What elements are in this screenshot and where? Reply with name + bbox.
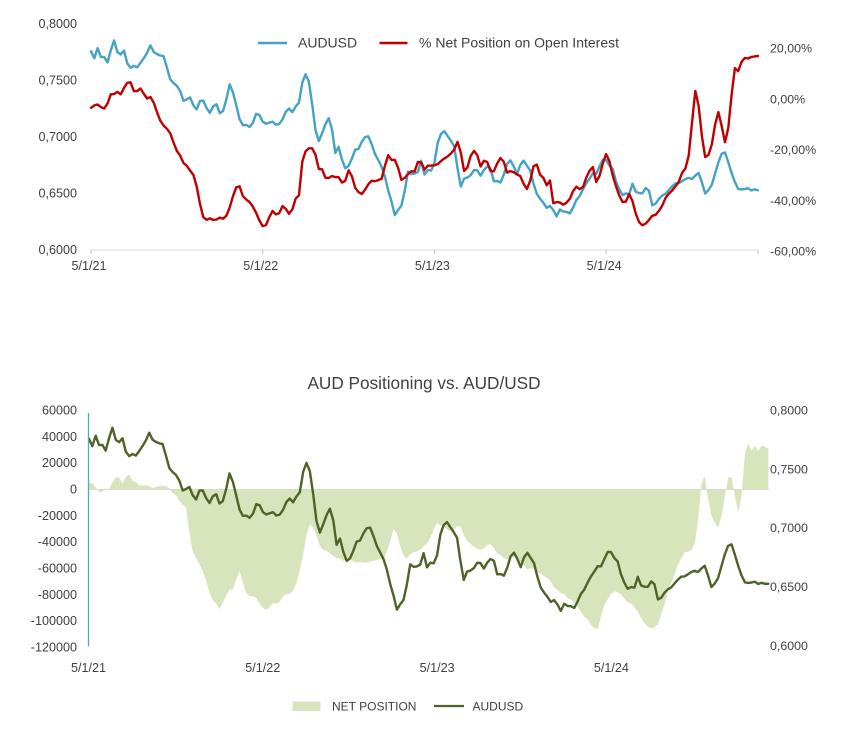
svg-text:60000: 60000 [42,404,77,418]
svg-text:0,6000: 0,6000 [38,243,77,257]
svg-text:0,6500: 0,6500 [38,187,77,201]
svg-text:0,6000: 0,6000 [770,639,808,653]
svg-text:0,7000: 0,7000 [38,130,77,144]
svg-text:0,00%: 0,00% [770,92,805,106]
svg-text:5/1/23: 5/1/23 [420,661,455,675]
svg-text:-100000: -100000 [31,614,77,628]
svg-text:0,6500: 0,6500 [770,580,808,594]
svg-text:-40000: -40000 [38,535,77,549]
svg-text:5/1/24: 5/1/24 [594,661,629,675]
svg-text:0,7000: 0,7000 [770,521,808,535]
svg-text:-120000: -120000 [31,641,77,655]
svg-text:0,7500: 0,7500 [38,74,77,88]
svg-text:5/1/23: 5/1/23 [415,259,450,273]
svg-text:-40,00%: -40,00% [770,194,816,208]
svg-text:5/1/21: 5/1/21 [71,259,106,273]
svg-text:NET POSITION: NET POSITION [332,700,416,714]
svg-text:-20000: -20000 [38,509,77,523]
svg-text:20000: 20000 [42,456,77,470]
svg-text:AUDUSD: AUDUSD [298,35,357,51]
svg-text:AUDUSD: AUDUSD [473,700,524,714]
svg-text:AUD Positioning vs. AUD/USD: AUD Positioning vs. AUD/USD [307,373,540,393]
svg-text:0,7500: 0,7500 [770,462,808,476]
svg-text:-20,00%: -20,00% [770,143,816,157]
svg-text:0,8000: 0,8000 [38,17,77,31]
svg-text:0,8000: 0,8000 [770,404,808,418]
svg-text:% Net Position on Open Interes: % Net Position on Open Interest [419,35,619,51]
svg-text:5/1/21: 5/1/21 [71,661,106,675]
svg-text:-60000: -60000 [38,562,77,576]
svg-text:5/1/24: 5/1/24 [587,259,622,273]
svg-text:0: 0 [70,483,77,497]
svg-text:20,00%: 20,00% [770,42,812,56]
svg-text:5/1/22: 5/1/22 [243,259,278,273]
svg-text:-80000: -80000 [38,588,77,602]
svg-text:40000: 40000 [42,430,77,444]
svg-text:5/1/22: 5/1/22 [245,661,280,675]
svg-text:-60,00%: -60,00% [770,245,816,259]
